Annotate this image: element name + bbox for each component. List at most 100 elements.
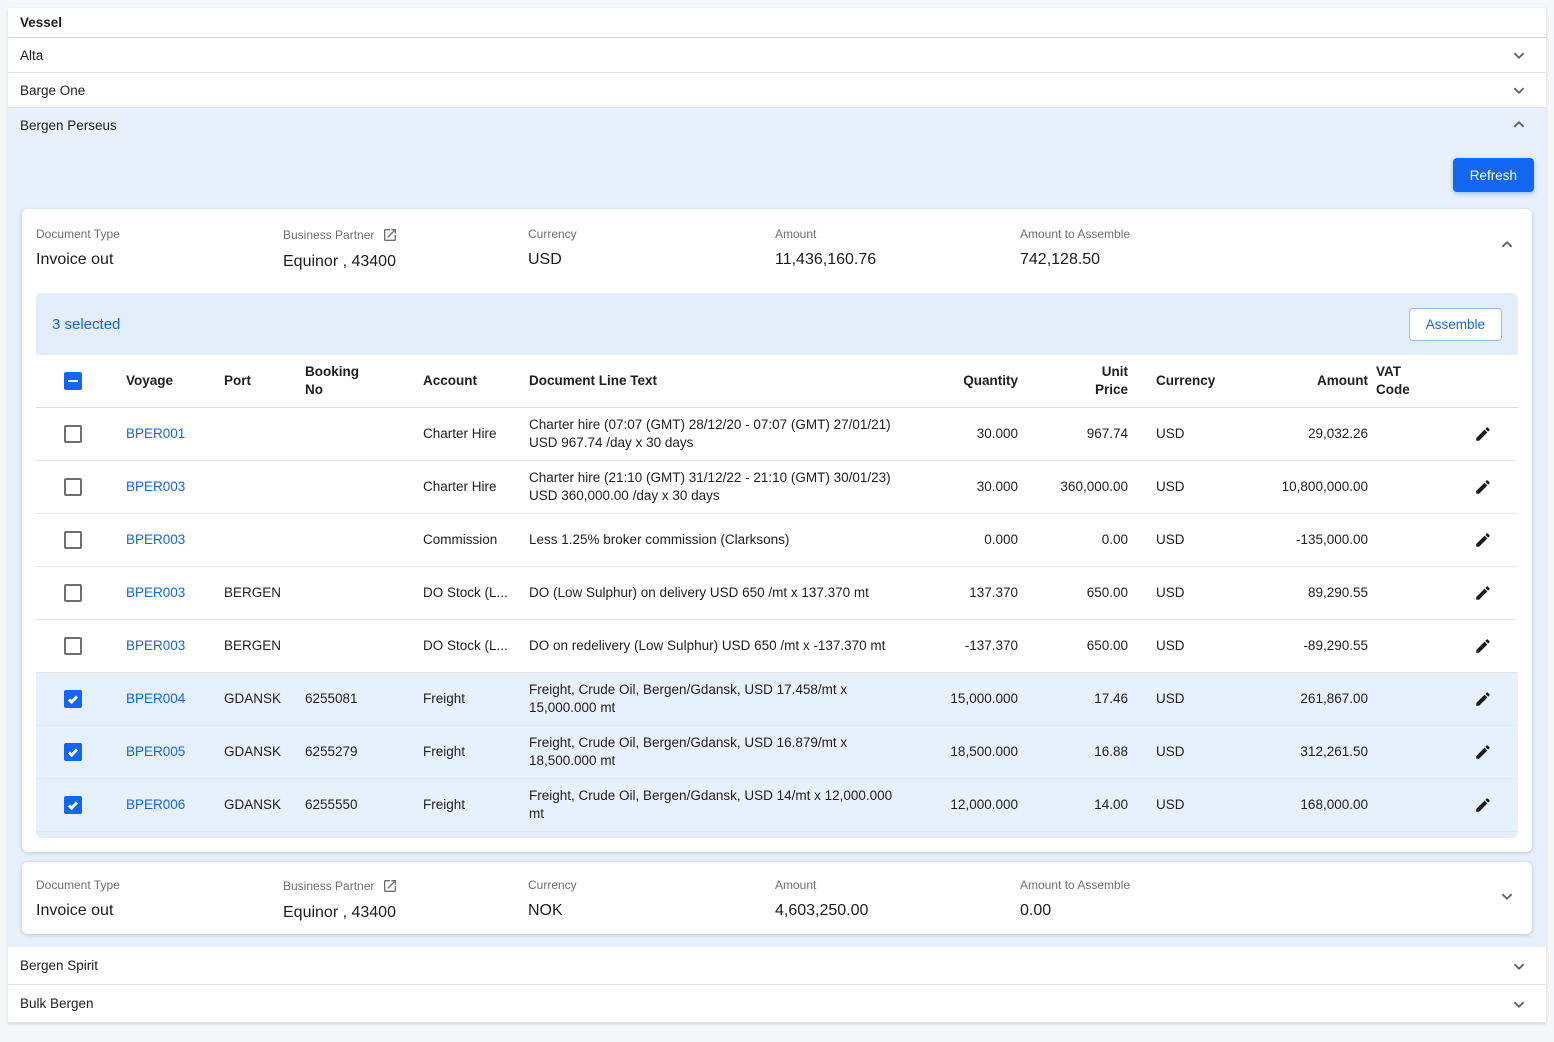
field-currency: Currency USD	[528, 221, 775, 269]
select-all-checkbox[interactable]	[64, 372, 82, 390]
edit-line-button[interactable]	[1472, 423, 1494, 445]
vat-code-cell	[1372, 691, 1438, 707]
vat-code-cell	[1372, 479, 1438, 495]
document-line-text-cell: DO on redelivery (Low Sulphur) USD 650 /…	[529, 629, 927, 663]
col-unit-price: Unit Price	[1084, 363, 1128, 399]
row-checkbox[interactable]	[64, 743, 82, 761]
amount-cell: -135,000.00	[1222, 523, 1372, 557]
document-lines-section: 3 selected Assemble Voyage Port Booking …	[36, 293, 1518, 838]
row-checkbox[interactable]	[64, 531, 82, 549]
booking-no-cell: 6255550	[305, 788, 423, 822]
field-label: Document Type	[36, 872, 283, 902]
accordion-item-label: Bulk Bergen	[20, 996, 94, 1011]
booking-no-cell: 6255081	[305, 682, 423, 716]
accordion-item-bergen-spirit[interactable]: Bergen Spirit	[8, 947, 1546, 985]
voyage-link[interactable]: BPER003	[126, 629, 224, 663]
field-amount-to-assemble: Amount to Assemble 0.00	[1020, 872, 1492, 920]
edit-line-button[interactable]	[1472, 529, 1494, 551]
row-checkbox[interactable]	[64, 637, 82, 655]
voyage-link[interactable]: BPER006	[126, 788, 224, 822]
collapse-card-button[interactable]	[1496, 234, 1518, 259]
edit-line-button[interactable]	[1472, 582, 1494, 604]
accordion-panel-bergen-perseus: Bergen Perseus Refresh Document Type Inv…	[8, 108, 1546, 947]
edit-line-button[interactable]	[1472, 476, 1494, 498]
assemble-button[interactable]: Assemble	[1409, 308, 1502, 341]
field-value: 11,436,160.76	[775, 251, 1020, 269]
amount-cell: 168,000.00	[1222, 788, 1372, 822]
external-link-icon[interactable]	[382, 878, 398, 894]
external-link-icon[interactable]	[382, 227, 398, 243]
accordion-item-label: Bergen Perseus	[20, 118, 117, 133]
edit-icon	[1474, 637, 1492, 655]
port-cell: GDANSK	[224, 735, 305, 769]
accordion-item-barge-one[interactable]: Barge One	[8, 73, 1546, 108]
table-row: BPER001 Charter Hire Charter hire (07:07…	[36, 408, 1518, 461]
field-currency: Currency NOK	[528, 872, 775, 920]
document-line-text-cell: DO (Low Sulphur) on delivery USD 650 /mt…	[529, 576, 927, 610]
booking-no-cell: 6255279	[305, 735, 423, 769]
chevron-down-icon	[1496, 895, 1518, 910]
col-account: Account	[423, 364, 529, 398]
edit-line-button[interactable]	[1472, 635, 1494, 657]
voyage-link[interactable]: BPER003	[126, 470, 224, 504]
accordion-item-alta[interactable]: Alta	[8, 38, 1546, 73]
currency-cell: USD	[1132, 735, 1222, 769]
unit-price-cell: 14.00	[1022, 788, 1132, 822]
account-cell: Commission	[423, 523, 529, 557]
port-cell	[224, 426, 305, 442]
row-checkbox[interactable]	[64, 584, 82, 602]
account-cell: Freight	[423, 735, 529, 769]
quantity-cell: 12,000.000	[927, 788, 1022, 822]
col-amount: Amount	[1222, 364, 1372, 398]
quantity-cell: 137.370	[927, 576, 1022, 610]
vat-code-cell	[1372, 638, 1438, 654]
chevron-down-icon	[1508, 79, 1530, 101]
refresh-button[interactable]: Refresh	[1453, 158, 1534, 192]
field-label: Amount to Assemble	[1020, 872, 1492, 902]
field-label: Currency	[528, 221, 775, 251]
booking-no-cell	[305, 479, 423, 495]
unit-price-cell: 967.74	[1022, 417, 1132, 451]
quantity-cell: 0.000	[927, 523, 1022, 557]
table-row: BPER004 GDANSK 6255081 Freight Freight, …	[36, 673, 1518, 726]
account-cell: Freight	[423, 788, 529, 822]
quantity-cell: -137.370	[927, 629, 1022, 663]
row-checkbox[interactable]	[64, 690, 82, 708]
voyage-link[interactable]: BPER003	[126, 576, 224, 610]
accordion-item-label: Bergen Spirit	[20, 958, 98, 973]
table-row: BPER003 BERGEN DO Stock (L... DO on rede…	[36, 620, 1518, 673]
account-cell: Freight	[423, 682, 529, 716]
currency-cell: USD	[1132, 682, 1222, 716]
currency-cell: USD	[1132, 417, 1222, 451]
accordion-item-bulk-bergen[interactable]: Bulk Bergen	[8, 985, 1546, 1023]
voyage-link[interactable]: BPER005	[126, 735, 224, 769]
edit-line-button[interactable]	[1472, 794, 1494, 816]
account-cell: DO Stock (L...	[423, 629, 529, 663]
document-card-primary: Document Type Invoice out Business Partn…	[22, 209, 1532, 852]
edit-line-button[interactable]	[1472, 688, 1494, 710]
table-row: BPER003 BERGEN DO Stock (L... DO (Low Su…	[36, 567, 1518, 620]
field-label: Amount	[775, 872, 1020, 902]
row-checkbox[interactable]	[64, 478, 82, 496]
expand-card-button[interactable]	[1496, 885, 1518, 910]
port-cell: BERGEN	[224, 576, 305, 610]
currency-cell: USD	[1132, 788, 1222, 822]
chevron-down-icon	[1508, 955, 1530, 977]
row-checkbox[interactable]	[64, 796, 82, 814]
field-value: 0.00	[1020, 902, 1492, 920]
amount-cell: 89,290.55	[1222, 576, 1372, 610]
voyage-link[interactable]: BPER003	[126, 523, 224, 557]
edit-line-button[interactable]	[1472, 741, 1494, 763]
voyage-link[interactable]: BPER004	[126, 682, 224, 716]
amount-cell: 312,261.50	[1222, 735, 1372, 769]
voyage-link[interactable]: BPER001	[126, 417, 224, 451]
currency-cell: USD	[1132, 629, 1222, 663]
col-booking-no: Booking No	[305, 363, 365, 399]
chevron-up-icon	[1508, 114, 1530, 136]
accordion-item-bergen-perseus[interactable]: Bergen Perseus	[8, 108, 1546, 142]
chevron-down-icon	[1508, 44, 1530, 66]
table-header-row: Voyage Port Booking No Account Document …	[36, 355, 1518, 408]
row-checkbox[interactable]	[64, 425, 82, 443]
port-cell	[224, 532, 305, 548]
document-line-text-cell: Charter hire (21:10 (GMT) 31/12/22 - 21:…	[529, 461, 927, 513]
